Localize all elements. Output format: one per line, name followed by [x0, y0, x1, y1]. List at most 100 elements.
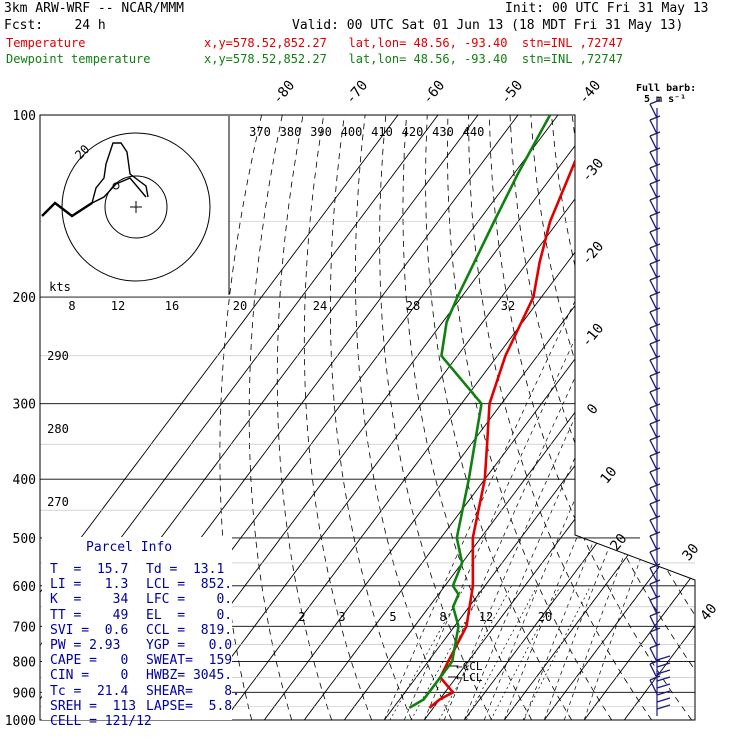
dry-adiabat-line: [303, 115, 373, 720]
parcel-info-right: CCL = 819.: [146, 622, 233, 638]
wind-barb: [649, 471, 658, 487]
mixing-ratio-label: 20: [538, 610, 552, 624]
isotherm-label: 30: [679, 541, 702, 564]
hodograph-speed-label: 16: [165, 299, 179, 313]
wind-barb: [649, 119, 658, 135]
wind-barb: [649, 215, 658, 231]
parcel-info-right: Td = 13.1: [146, 562, 225, 577]
wind-barb-flag: [649, 371, 661, 377]
wind-barb: [649, 231, 658, 247]
parcel-info-left: Tc = 21.4: [50, 683, 129, 699]
wind-barb: [649, 327, 658, 343]
isotherm-label: 20: [607, 531, 630, 554]
parcel-info-right: LCL = 852.: [146, 577, 233, 593]
isotherm-label: -30: [579, 156, 608, 186]
wind-barb-flag: [649, 435, 661, 441]
isotherm-line: [463, 115, 695, 720]
parcel-info-left: LI = 1.3: [50, 577, 129, 593]
wind-barb: [649, 599, 658, 615]
init-time: Init: 00 UTC Fri 31 May 13: [505, 1, 709, 16]
wind-barb-low: [656, 655, 671, 661]
mixing-ratio-line: [438, 585, 512, 720]
wind-barb: [649, 567, 658, 583]
isotherm-line: [583, 115, 695, 720]
wind-barb: [649, 183, 658, 199]
wind-barb: [649, 295, 658, 311]
wind-barb: [649, 647, 658, 663]
wind-barb: [649, 535, 658, 551]
wind-barb-flag: [649, 499, 661, 505]
mixing-ratio-label: 12: [479, 610, 493, 624]
isotherm-line: [263, 115, 695, 720]
wind-barb-low: [656, 662, 671, 668]
pressure-tick-label: 700: [13, 620, 36, 635]
wind-barb: [649, 151, 658, 167]
dry-adiabat-line: [379, 115, 493, 720]
dry-adiabat-line: [248, 115, 293, 720]
wind-barb-flag: [649, 291, 661, 297]
wind-barb-flag: [649, 323, 661, 329]
wind-barb: [649, 503, 658, 519]
isotherm-label: 0: [584, 401, 602, 418]
dewpoint-legend-label: Dewpoint temperature: [6, 52, 151, 66]
hodograph-speed-label: 8: [68, 299, 75, 313]
wind-barb: [649, 375, 658, 391]
hodograph-trace-low: [41, 201, 93, 218]
pressure-tick-label: 100: [13, 109, 36, 124]
isotherm-label: -70: [343, 78, 372, 108]
dry-adiabat-line: [468, 115, 653, 720]
pressure-tick-label: 400: [13, 473, 36, 488]
wind-barb: [649, 167, 658, 183]
wind-barb-flag: [649, 195, 661, 201]
mixing-ratio-label: 3: [338, 610, 345, 624]
wind-barb-flag: [649, 547, 661, 553]
moist-adiabat-line: [463, 296, 648, 720]
pressure-tick-label: 300: [13, 398, 36, 413]
wind-barb-flag: [649, 563, 661, 569]
mixing-ratio-label: 2: [298, 610, 305, 624]
isotherm-label: 40: [697, 601, 720, 624]
temperature-profile-line: [428, 157, 575, 709]
wind-barb-flag: [649, 483, 661, 489]
wind-barb-flag: [649, 419, 661, 425]
wind-barb-flag: [649, 179, 661, 185]
wind-barb: [649, 343, 658, 359]
wind-barb-flag: [649, 163, 661, 169]
wind-barb: [649, 583, 658, 599]
pressure-tick-label: 200: [13, 291, 36, 306]
wind-barb-flag: [649, 275, 661, 281]
mixing-ratio-label: 5: [389, 610, 396, 624]
parcel-info-right: EL = 0.: [146, 607, 233, 623]
parcel-info-left: T = 15.7: [50, 562, 129, 577]
hodograph-speed-label: kts: [49, 280, 71, 294]
moist-adiabat-line: [583, 296, 695, 720]
wind-barb-low: [656, 683, 671, 689]
dry-adiabat-line: [633, 115, 695, 720]
wind-barb-low: [656, 697, 671, 703]
barb-legend-title: Full barb:: [636, 83, 697, 94]
hodograph-speed-label: 24: [313, 299, 327, 313]
hodograph-ring: [104, 175, 168, 239]
wind-barb: [649, 247, 658, 263]
hodograph-speed-label: 20: [233, 299, 247, 313]
wind-barbs: [649, 99, 671, 716]
moist-adiabat-line: [563, 296, 695, 720]
wind-barb-flag: [649, 531, 661, 537]
wind-barb-flag: [649, 131, 661, 137]
pressure-tick-label: 500: [13, 532, 36, 547]
wind-barb-flag: [649, 659, 661, 665]
wind-barb: [649, 615, 658, 631]
isotherm-label: -80: [270, 78, 299, 108]
hodograph-storm-motion: [112, 182, 120, 190]
dry-adiabat-line: [509, 115, 695, 720]
dry-adiabat-line: [613, 115, 695, 720]
theta-e-label: 430: [432, 125, 454, 139]
moist-adiabat-line: [543, 296, 695, 720]
temperature-legend-label: Temperature: [6, 36, 86, 50]
pressure-tick-label: 900: [13, 686, 36, 701]
wind-barb-flag: [649, 355, 661, 361]
parcel-info-left: CIN = 0: [50, 668, 129, 684]
wind-barb-low: [656, 704, 671, 710]
wind-barb: [649, 439, 658, 455]
